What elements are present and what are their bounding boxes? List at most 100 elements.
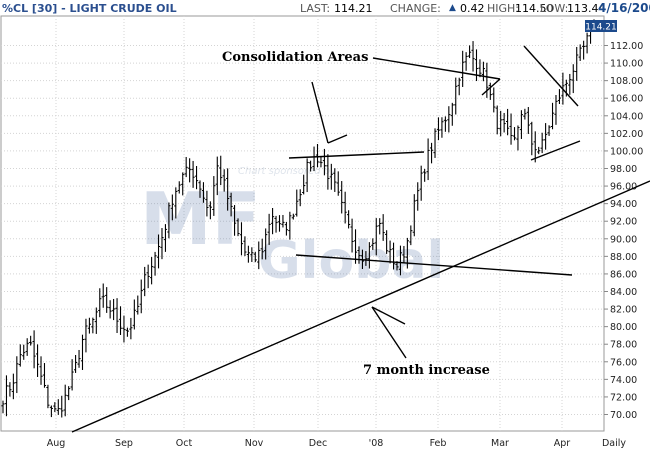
ohlc-bar bbox=[478, 59, 482, 78]
last-price-marker: 114.21 bbox=[585, 20, 617, 33]
ohlc-bar bbox=[77, 349, 81, 368]
ohlc-bar bbox=[454, 77, 458, 115]
ohlc-bar bbox=[163, 224, 168, 252]
ohlc-bar bbox=[25, 338, 29, 356]
ohlc-bar bbox=[15, 356, 19, 394]
y-tick-label: 76.00 bbox=[610, 357, 637, 368]
ohlc-bar bbox=[229, 192, 233, 217]
ohlc-bar bbox=[22, 344, 26, 360]
ohlc-bar bbox=[505, 108, 510, 136]
last-label: LAST: bbox=[300, 2, 331, 15]
change-up-arrow-icon: ▲ bbox=[449, 3, 456, 13]
ohlc-bar bbox=[257, 241, 261, 270]
ohlc-bar bbox=[101, 283, 105, 308]
ohlc-bar bbox=[516, 125, 520, 151]
y-tick-label: 96.00 bbox=[610, 182, 637, 193]
ohlc-bar bbox=[246, 245, 250, 263]
y-tick-label: 108.00 bbox=[610, 76, 643, 87]
ohlc-bar bbox=[98, 288, 102, 318]
watermark-sponsor-text: Chart sponsored by bbox=[238, 166, 337, 177]
ohlc-bar bbox=[91, 317, 95, 334]
pointer-line-left bbox=[311, 81, 329, 144]
ohlc-bar bbox=[433, 128, 437, 158]
ohlc-bar bbox=[8, 382, 12, 397]
ohlc-bar bbox=[94, 307, 98, 334]
ohlc-bar bbox=[80, 334, 85, 370]
ohlc-bar bbox=[194, 166, 199, 190]
uptrend-line bbox=[71, 180, 650, 433]
ohlc-bar bbox=[156, 234, 161, 269]
ohlc-bar bbox=[419, 165, 423, 201]
ohlc-bar bbox=[150, 257, 154, 285]
ohlc-bar bbox=[336, 171, 340, 196]
ohlc-bar bbox=[343, 191, 347, 224]
ohlc-bar bbox=[4, 375, 9, 417]
trendlines bbox=[71, 45, 650, 433]
ohlc-bar bbox=[136, 295, 140, 315]
ohlc-bar bbox=[315, 143, 320, 168]
ohlc-bar bbox=[554, 94, 558, 125]
ohlc-bar bbox=[374, 218, 378, 256]
last-value: 114.21 bbox=[334, 2, 373, 15]
low-value: 113.44 bbox=[567, 2, 606, 15]
ohlc-bar bbox=[471, 41, 475, 72]
ohlc-bar bbox=[32, 330, 36, 369]
ohlc-bar bbox=[122, 315, 126, 343]
ohlc-bar bbox=[219, 155, 223, 186]
ohlc-bar bbox=[464, 52, 468, 71]
flag-upper-line bbox=[523, 45, 579, 107]
y-tick-label: 84.00 bbox=[610, 287, 637, 298]
ohlc-bar bbox=[457, 77, 461, 96]
change-value: 0.42 bbox=[460, 2, 485, 15]
y-tick-label: 100.00 bbox=[610, 146, 643, 157]
ohlc-bar bbox=[568, 73, 572, 95]
high-label: HIGH: bbox=[487, 2, 520, 15]
ohlc-bar bbox=[188, 158, 192, 183]
last-price-text: 114.21 bbox=[585, 23, 617, 33]
y-tick-label: 92.00 bbox=[610, 217, 637, 228]
y-tick-label: 74.00 bbox=[610, 375, 637, 386]
ohlc-bar bbox=[481, 61, 486, 82]
ohlc-bar bbox=[146, 264, 150, 289]
ohlc-bar bbox=[87, 317, 92, 334]
ohlc-bar bbox=[295, 189, 299, 217]
y-tick-label: 78.00 bbox=[610, 340, 637, 351]
ohlc-bar bbox=[298, 189, 302, 207]
ohlc-bar bbox=[485, 62, 489, 98]
ohlc-bar bbox=[270, 208, 275, 235]
y-tick-label: 112.00 bbox=[610, 41, 643, 52]
ohlc-bar bbox=[160, 228, 164, 260]
ohlc-bar bbox=[70, 359, 74, 391]
y-tick-label: 98.00 bbox=[610, 164, 637, 175]
x-tick-label: Daily bbox=[602, 438, 626, 449]
ohlc-bar bbox=[416, 182, 420, 211]
x-tick-label: Feb bbox=[430, 438, 447, 449]
ohlc-bar bbox=[547, 125, 551, 136]
ohlc-bar bbox=[35, 344, 40, 377]
ohlc-bar bbox=[540, 132, 544, 154]
ohlc-bar bbox=[267, 213, 271, 245]
ohlc-bar bbox=[409, 225, 413, 246]
resistance-line bbox=[288, 151, 425, 159]
ohlc-bar bbox=[139, 279, 143, 314]
y-tick-label: 86.00 bbox=[610, 269, 637, 280]
ohlc-bar bbox=[371, 238, 375, 250]
mf-global-watermark: Chart sponsored by MF Global bbox=[140, 166, 444, 291]
ohlc-bar bbox=[385, 230, 389, 254]
y-tick-label: 90.00 bbox=[610, 234, 637, 245]
ohlc-bar bbox=[291, 213, 295, 220]
ohlc-bar bbox=[492, 87, 496, 113]
ohlc-bar bbox=[18, 344, 22, 367]
increase-annotation: 7 month increase bbox=[363, 363, 490, 378]
change-label: CHANGE: bbox=[390, 2, 441, 15]
x-tick-label: Dec bbox=[309, 438, 327, 449]
ohlc-bar bbox=[201, 182, 206, 203]
chart-date: 4/16/2008 bbox=[598, 1, 650, 15]
ohlc-bar bbox=[215, 156, 219, 196]
pointer-line-bottom bbox=[371, 306, 407, 359]
ohlc-bar bbox=[440, 117, 444, 138]
x-tick-label: Apr bbox=[554, 438, 571, 449]
ohlc-bar bbox=[530, 121, 534, 156]
ohlc-bar bbox=[281, 214, 285, 228]
ohlc-bar bbox=[398, 245, 403, 276]
